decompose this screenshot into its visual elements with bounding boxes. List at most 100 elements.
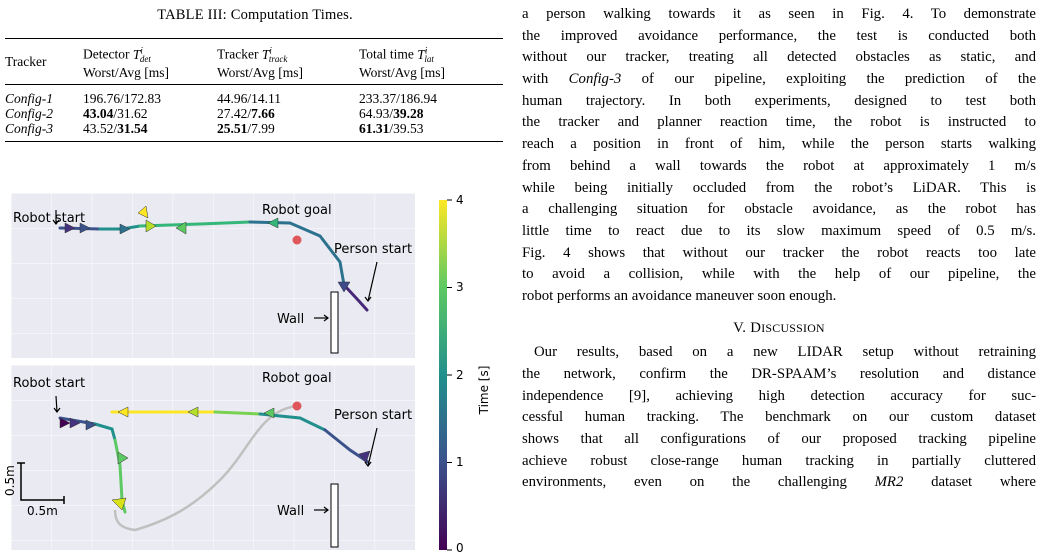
total-cell: 64.93/39.28 [359, 106, 424, 122]
header-tracker-time: Tracker Titrack Worst/Avg [ms] [217, 39, 359, 85]
tracker-cell: 25.51/7.99 [217, 121, 275, 137]
bottom-panel-grid [11, 365, 415, 550]
header-detector: Detector Tidet Worst/Avg [ms] [83, 39, 217, 85]
arrowhead-icon [85, 419, 97, 431]
wall-label: Wall [277, 504, 304, 519]
arrowhead-icon [119, 223, 131, 235]
scale-y-label: 0.5m [3, 465, 17, 496]
arrowhead-icon [358, 450, 371, 464]
arrowhead-icon [145, 219, 157, 233]
table-header-row: Tracker Detector Tidet Worst/Avg [ms] Tr… [5, 38, 503, 85]
paragraph-discussion: Our results, based on a new LIDAR setup … [522, 339, 1036, 494]
trajectory-arrowheads [59, 406, 371, 511]
trajectory-figure: Robot start Robot goal Person start Wall [3, 193, 491, 552]
robot-goal-marker [292, 401, 302, 411]
person-start-label: Person start [334, 408, 412, 423]
tracker-cell: 27.42/7.66 [217, 106, 275, 122]
text-line: a challenging situation for obstacle avo… [522, 201, 1036, 218]
text-line: without our tracker, treating all detect… [522, 49, 1036, 66]
text-line: shows that all configurations of our pro… [522, 431, 1036, 448]
colorbar-label: Time [s] [477, 366, 491, 416]
text-line: environments, even on the challenging MR… [522, 474, 1036, 491]
arrowhead-icon [117, 406, 129, 418]
header-total-time: Total time Tilat Worst/Avg [ms] [359, 39, 503, 85]
total-cell: 61.31/39.53 [359, 121, 424, 137]
arrowhead-icon [337, 281, 351, 293]
arrowhead-icon [59, 417, 71, 429]
colorbar-tick: 1 [456, 455, 464, 469]
arrowhead-icon [117, 451, 129, 465]
header-total-label: Total time [359, 46, 414, 62]
table-row: Config-1 196.76/172.83 44.96/14.11 233.3… [5, 85, 503, 107]
text-line: Our results, based on a new LIDAR setup … [534, 344, 1036, 361]
detector-cell: 196.76/172.83 [83, 91, 162, 107]
left-column: TABLE III: Computation Times. Tracker De… [0, 0, 510, 552]
arrowhead-icon [79, 222, 91, 234]
text-line: to avoid a collision, while with the hel… [522, 266, 1036, 283]
arrowhead-icon [137, 205, 149, 219]
robot-start-label: Robot start [13, 376, 85, 391]
arrowhead-icon [111, 497, 127, 511]
arrowhead-icon [267, 217, 279, 229]
row-name: Config-2 [5, 106, 54, 122]
text-line: the tracker and planner reaction time, t… [522, 114, 1036, 131]
total-time-symbol: Tilat [417, 45, 434, 65]
bottom-annotation-arrows [53, 395, 378, 514]
body-text: a person walking towards it as seen in F… [522, 0, 1036, 494]
text-line: from behind a wall towards the robot at … [522, 157, 1036, 174]
text-line: robot performs an avoidance maneuver soo… [522, 287, 837, 304]
table-caption: TABLE III: Computation Times. [157, 7, 353, 23]
top-panel-grid [11, 193, 415, 358]
text-line: reach a position in front of him, while … [522, 136, 1036, 153]
scale-bar [17, 462, 65, 504]
text-line: cessful human tracking. The benchmark on… [522, 409, 1036, 426]
wall-marker [330, 483, 339, 548]
top-annotation-arrows [52, 210, 378, 322]
header-detector-label: Detector [83, 46, 130, 62]
text-line: a person walking towards it as seen in F… [522, 6, 1036, 22]
robot-goal-label: Robot goal [262, 371, 332, 386]
text-line: human trajectory. In both experiments, d… [522, 92, 1036, 109]
robot-goal-label: Robot goal [262, 203, 332, 218]
text-line: the network, confirm the DR-SPAAM’s reso… [522, 366, 1036, 382]
paragraph-avoidance: a person walking towards it as seen in F… [522, 0, 1036, 308]
header-tracker-label: Tracker [217, 46, 259, 62]
text-line: Fig. 4 shows that without our tracker th… [522, 244, 1036, 261]
row-name: Config-3 [5, 121, 54, 137]
top-panel: Robot start Robot goal Person start Wall [11, 193, 415, 358]
text-line: while being initially occluded from the … [522, 179, 1036, 196]
person-start-label: Person start [334, 242, 412, 257]
text-line: the improved avoidance performance, the … [522, 27, 1036, 44]
table-row: Config-3 43.52/31.54 25.51/7.99 61.31/39… [5, 121, 503, 142]
colorbar-gradient [439, 200, 447, 550]
colorbar-tick: 3 [456, 280, 464, 294]
header-tracker: Tracker [5, 53, 47, 69]
total-cell: 233.37/186.94 [359, 91, 438, 107]
scale-x-label: 0.5m [27, 504, 58, 518]
header-detector-unit: Worst/Avg [ms] [83, 65, 170, 81]
text-line: with Config-3 of our pipeline, exploitin… [522, 71, 1037, 88]
table-row: Config-2 43.04/31.62 27.42/7.66 64.93/39… [5, 106, 503, 121]
right-column: a person walking towards it as seen in F… [522, 0, 1036, 552]
colorbar: 4 3 2 1 0 Time [s] [439, 193, 491, 552]
text-line: little time to react due to its slow max… [522, 222, 1036, 239]
detector-time-symbol: Tidet [132, 45, 151, 65]
wall-label: Wall [277, 312, 304, 327]
arrowhead-icon [64, 222, 76, 234]
arrowhead-icon [263, 407, 275, 419]
header-tracker-unit: Worst/Avg [ms] [217, 65, 304, 81]
text-line: independence [9], achieving high detecti… [522, 387, 1036, 404]
arrowhead-icon [175, 221, 187, 235]
colorbar-tick: 0 [456, 541, 464, 552]
robot-goal-marker [292, 235, 302, 245]
tracker-time-symbol: Titrack [261, 45, 288, 65]
section-heading: V. DISCUSSION [733, 319, 825, 336]
tracker-cell: 44.96/14.11 [217, 91, 282, 107]
robot-start-label: Robot start [13, 211, 85, 226]
trajectory-arrowheads [64, 205, 351, 293]
wall-marker [330, 291, 339, 354]
text-line: achieve robust close-range human trackin… [522, 452, 1036, 469]
computation-times-table: Tracker Detector Tidet Worst/Avg [ms] Tr… [5, 38, 503, 142]
detector-cell: 43.04/31.62 [83, 106, 148, 122]
colorbar-tick: 4 [456, 193, 464, 207]
